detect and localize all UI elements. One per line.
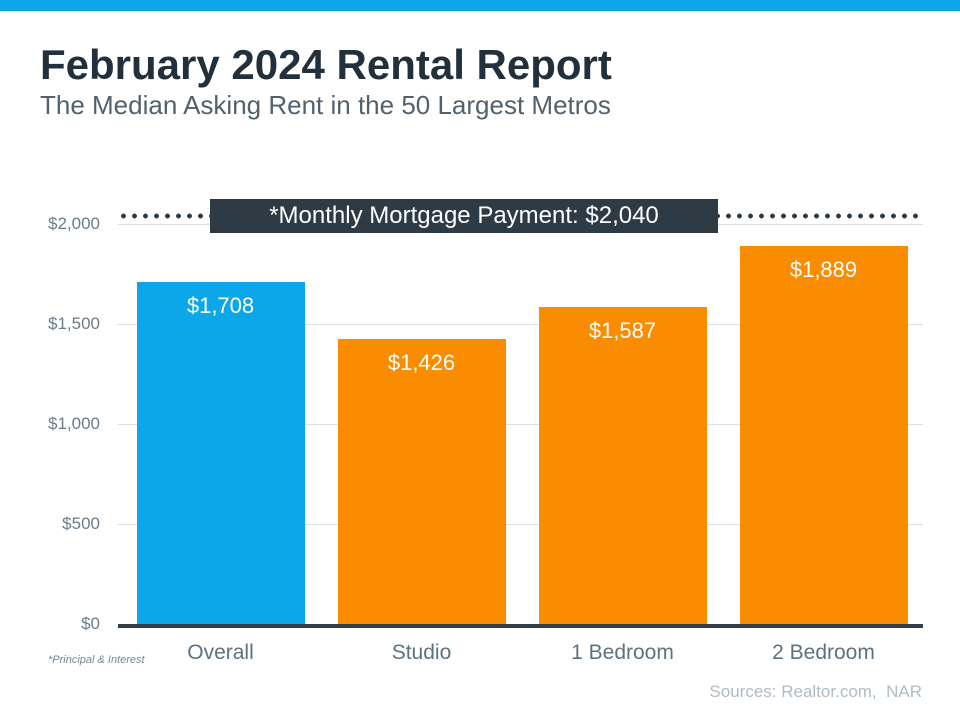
x-axis-line: [118, 624, 923, 628]
bar-1-bedroom: $1,587: [538, 306, 707, 624]
gridline: [118, 324, 923, 325]
page-subtitle: The Median Asking Rent in the 50 Largest…: [40, 90, 611, 120]
mortgage-payment-callout: *Monthly Mortgage Payment: $2,040: [210, 199, 718, 233]
bar-value-label: $1,587: [588, 317, 657, 343]
page-title: February 2024 Rental Report: [40, 41, 612, 88]
footnote-principal-interest: *Principal & Interest: [48, 654, 145, 666]
y-axis-tick-label: $0: [81, 614, 100, 633]
x-axis-label-studio: Studio: [391, 641, 452, 664]
gridline: [118, 424, 923, 425]
x-axis-label-overall: Overall: [187, 641, 254, 664]
bar-value-label: $1,708: [186, 293, 255, 319]
bar-2-bedroom: $1,889: [739, 246, 908, 624]
y-axis-tick-label: $1,500: [48, 314, 100, 333]
sources-credit: Sources: Realtor.com, NAR: [709, 682, 922, 701]
y-axis-tick-label: $2,000: [48, 214, 100, 233]
bar-overall: $1,708: [136, 282, 305, 624]
bar-value-label: $1,426: [387, 349, 456, 375]
y-axis-tick-label: $500: [62, 514, 100, 533]
x-axis-label-1-bedroom: 1 Bedroom: [571, 641, 674, 664]
gridline: [118, 524, 923, 525]
y-axis-tick-label: $1,000: [48, 414, 100, 433]
x-axis-label-2-bedroom: 2 Bedroom: [772, 641, 875, 664]
bar-value-label: $1,889: [789, 257, 858, 283]
bar-studio: $1,426: [337, 338, 506, 624]
top-accent-bar: [0, 0, 960, 11]
